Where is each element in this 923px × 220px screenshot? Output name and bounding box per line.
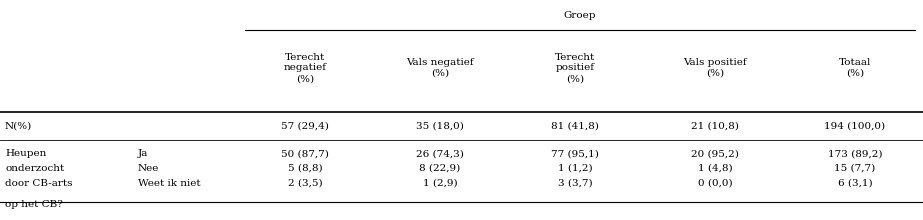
Text: 173 (89,2): 173 (89,2) xyxy=(828,150,882,158)
Text: Vals negatief
(%): Vals negatief (%) xyxy=(406,58,473,78)
Text: 81 (41,8): 81 (41,8) xyxy=(551,121,599,130)
Text: 1 (1,2): 1 (1,2) xyxy=(557,163,593,172)
Text: 21 (10,8): 21 (10,8) xyxy=(691,121,739,130)
Text: Nee: Nee xyxy=(138,163,160,172)
Text: 1 (4,8): 1 (4,8) xyxy=(698,163,732,172)
Text: 57 (29,4): 57 (29,4) xyxy=(282,121,329,130)
Text: 2 (3,5): 2 (3,5) xyxy=(288,178,322,187)
Text: 6 (3,1): 6 (3,1) xyxy=(838,178,872,187)
Text: Vals positief
(%): Vals positief (%) xyxy=(683,58,747,78)
Text: 0 (0,0): 0 (0,0) xyxy=(698,178,732,187)
Text: 8 (22,9): 8 (22,9) xyxy=(419,163,461,172)
Text: Heupen: Heupen xyxy=(5,150,46,158)
Text: N(%): N(%) xyxy=(5,121,32,130)
Text: Ja: Ja xyxy=(138,150,149,158)
Text: 194 (100,0): 194 (100,0) xyxy=(824,121,885,130)
Text: 1 (2,9): 1 (2,9) xyxy=(423,178,457,187)
Text: Terecht
negatief
(%): Terecht negatief (%) xyxy=(283,53,327,83)
Text: 50 (87,7): 50 (87,7) xyxy=(282,150,329,158)
Text: Weet ik niet: Weet ik niet xyxy=(138,178,200,187)
Text: 5 (8,8): 5 (8,8) xyxy=(288,163,322,172)
Text: 35 (18,0): 35 (18,0) xyxy=(416,121,464,130)
Text: 26 (74,3): 26 (74,3) xyxy=(416,150,464,158)
Text: 20 (95,2): 20 (95,2) xyxy=(691,150,739,158)
Text: Totaal
(%): Totaal (%) xyxy=(839,58,871,78)
Text: door CB-arts: door CB-arts xyxy=(5,178,73,187)
Text: op het CB?: op het CB? xyxy=(5,200,63,209)
Text: onderzocht: onderzocht xyxy=(5,163,65,172)
Text: 3 (3,7): 3 (3,7) xyxy=(557,178,593,187)
Text: Groep: Groep xyxy=(564,11,596,20)
Text: 77 (95,1): 77 (95,1) xyxy=(551,150,599,158)
Text: 15 (7,7): 15 (7,7) xyxy=(834,163,876,172)
Text: Terecht
positief
(%): Terecht positief (%) xyxy=(555,53,595,83)
